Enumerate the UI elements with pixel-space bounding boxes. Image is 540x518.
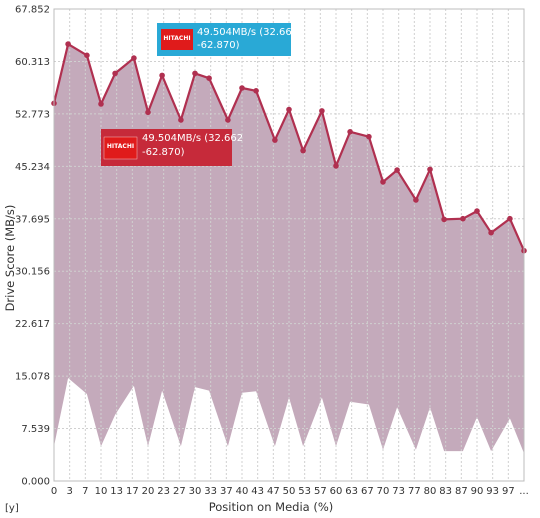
x-tick-label: 37 bbox=[220, 486, 233, 497]
data-point bbox=[427, 166, 433, 173]
x-tick-label: 30 bbox=[189, 486, 202, 497]
plot-border bbox=[53, 8, 525, 482]
data-point bbox=[272, 137, 278, 143]
data-point bbox=[239, 85, 245, 91]
y-tick-label: 30.156 bbox=[15, 267, 50, 278]
x-tick-label: 7 bbox=[82, 486, 88, 497]
x-tick-label: 17 bbox=[126, 486, 139, 497]
hitachi-logo-text: HITACHI bbox=[163, 35, 190, 42]
x-tick-label: 67 bbox=[361, 486, 374, 497]
hitachi-logo bbox=[161, 29, 193, 50]
y-tick-label: 22.617 bbox=[15, 319, 50, 330]
x-tick-label: 93 bbox=[486, 486, 499, 497]
x-axis-title: Position on Media (%) bbox=[209, 500, 334, 514]
data-point bbox=[225, 117, 231, 123]
tooltip-cyan-line1: 49.504MB/s (32.662 bbox=[197, 27, 298, 38]
data-point bbox=[507, 215, 513, 222]
data-point bbox=[206, 75, 212, 81]
x-tick-label: 63 bbox=[345, 486, 358, 497]
data-point bbox=[145, 109, 151, 116]
data-point bbox=[333, 163, 339, 169]
data-point bbox=[159, 72, 165, 79]
y-tick-label: 7.539 bbox=[21, 424, 50, 435]
data-point bbox=[380, 179, 386, 185]
x-tick-label: 60 bbox=[330, 486, 343, 497]
y-tick-label: 67.852 bbox=[15, 5, 50, 16]
tooltip-cyan: HITACHI 49.504MB/s (32.662 -62.870) bbox=[157, 23, 298, 56]
y-tick-label: 0.000 bbox=[21, 477, 50, 488]
tooltip-red: HITACHI 49.504MB/s (32.662 -62.870) bbox=[101, 129, 243, 166]
x-tick-label: 77 bbox=[408, 486, 421, 497]
corner-label: [y] bbox=[5, 503, 19, 514]
tooltip-red-line1: 49.504MB/s (32.662 bbox=[142, 133, 243, 144]
x-tick-label: 20 bbox=[142, 486, 155, 497]
x-tick-label: 3 bbox=[66, 486, 72, 497]
x-tick-labels: 0 3 7 10 13 17 20 23 27 30 33 37 40 43 47 50 53 57 60 63 67 7… bbox=[51, 486, 529, 497]
hitachi-logo-text: HITACHI bbox=[107, 143, 134, 150]
x-tick-label: 83 bbox=[439, 486, 452, 497]
data-point bbox=[192, 70, 198, 77]
data-point bbox=[112, 70, 118, 77]
x-tick-label: 13 bbox=[110, 486, 123, 497]
data-point bbox=[441, 216, 447, 223]
x-tick-label: 87 bbox=[455, 486, 468, 497]
x-tick-label: 23 bbox=[157, 486, 170, 497]
data-point bbox=[366, 133, 372, 140]
data-point bbox=[300, 147, 306, 154]
data-point bbox=[460, 215, 466, 222]
x-tick-label: 90 bbox=[471, 486, 484, 497]
y-tick-label: 37.695 bbox=[15, 214, 50, 225]
data-point bbox=[347, 129, 353, 135]
y-tick-label: 52.773 bbox=[15, 109, 50, 120]
x-tick-label: ... bbox=[519, 486, 529, 497]
x-tick-label: 43 bbox=[251, 486, 264, 497]
x-tick-label: 50 bbox=[283, 486, 296, 497]
x-tick-label: 73 bbox=[392, 486, 405, 497]
hitachi-logo bbox=[103, 136, 138, 160]
tooltip-red-line2: -62.870) bbox=[142, 147, 185, 158]
x-tick-label: 97 bbox=[502, 486, 515, 497]
x-tick-label: 80 bbox=[424, 486, 437, 497]
y-tick-label: 60.313 bbox=[15, 57, 50, 68]
data-point bbox=[65, 41, 71, 47]
data-point bbox=[253, 88, 259, 94]
x-tick-label: 27 bbox=[173, 486, 186, 497]
y-axis-title: Drive Score (MB/s) bbox=[3, 205, 17, 312]
x-tick-label: 10 bbox=[95, 486, 108, 497]
data-point bbox=[178, 117, 184, 123]
data-point bbox=[84, 52, 90, 59]
x-tick-label: 40 bbox=[236, 486, 249, 497]
y-tick-label: 15.078 bbox=[15, 372, 50, 383]
data-point bbox=[474, 208, 480, 214]
x-tick-label: 0 bbox=[51, 486, 57, 497]
x-tick-label: 57 bbox=[314, 486, 327, 497]
data-point bbox=[488, 229, 494, 236]
data-point bbox=[131, 55, 137, 61]
x-tick-label: 47 bbox=[267, 486, 280, 497]
x-tick-label: 53 bbox=[298, 486, 311, 497]
data-point bbox=[286, 106, 292, 113]
x-tick-label: 33 bbox=[204, 486, 217, 497]
data-point bbox=[98, 101, 104, 107]
data-point bbox=[413, 197, 419, 203]
x-tick-label: 70 bbox=[377, 486, 390, 497]
y-tick-labels: 0.000 7.539 15.078 22.617 30.156 37.695 45.234… bbox=[15, 5, 50, 488]
data-point bbox=[319, 108, 325, 114]
data-point bbox=[394, 167, 400, 173]
tooltip-cyan-line2: -62.870) bbox=[197, 40, 240, 51]
y-tick-label: 45.234 bbox=[15, 162, 50, 173]
point-layer bbox=[51, 41, 527, 254]
